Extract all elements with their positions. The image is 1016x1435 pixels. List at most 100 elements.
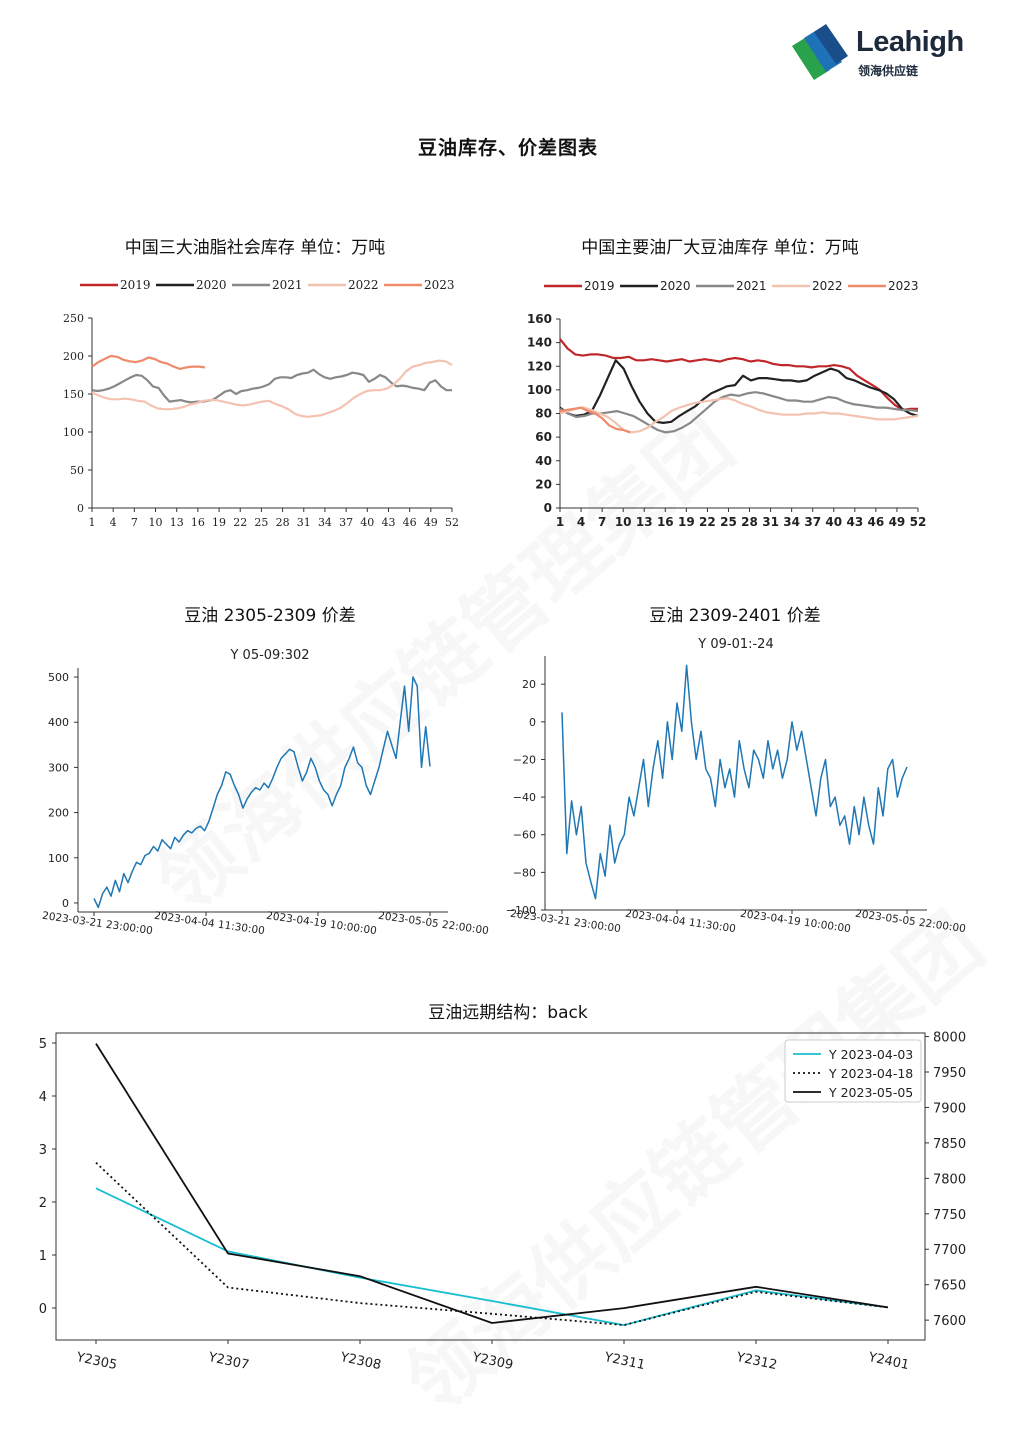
y-left-tick-label: 1 — [39, 1249, 47, 1264]
legend-label-2021: 2021 — [736, 279, 767, 293]
page-title: 豆油库存、价差图表 — [417, 137, 598, 159]
legend-label-2021: 2021 — [272, 278, 303, 292]
y-tick-label: 300 — [48, 761, 69, 774]
legend-label-2022: 2022 — [812, 279, 843, 293]
legend-label-2022: 2022 — [348, 278, 379, 292]
x-tick-label: 4 — [577, 515, 585, 529]
legend-label-2023: 2023 — [424, 278, 455, 292]
legend-label-2023: 2023 — [888, 279, 919, 293]
y-tick-label: 150 — [63, 388, 84, 401]
x-tick-label: 7 — [598, 515, 606, 529]
chart1-social-inventory: 2019 2020 2021 2022 2023 0 50 100 150 200 250 1 4 7 10… — [63, 278, 459, 529]
y-left-tick-label: 4 — [39, 1090, 47, 1105]
y-tick-label: 20 — [522, 678, 536, 691]
x-tick-label: 46 — [403, 516, 417, 529]
series-line-2023 — [91, 354, 206, 371]
x-tick-label: 13 — [170, 516, 184, 529]
y-tick-label: 40 — [535, 454, 552, 468]
y-tick-label: −60 — [513, 829, 536, 842]
x-tick-label: 10 — [615, 515, 632, 529]
x-tick-label: 43 — [381, 516, 395, 529]
brand-name: Leahigh — [856, 26, 964, 58]
y-right-tick-label: 7800 — [933, 1172, 966, 1187]
x-tick-label: 28 — [741, 515, 758, 529]
x-tick-label: 2023-05-05 22:00:00 — [377, 910, 489, 937]
x-tick-label: 10 — [149, 516, 163, 529]
y-tick-label: 0 — [62, 897, 69, 910]
x-tick-label: 16 — [191, 516, 205, 529]
legend-label-2: Y 2023-05-05 — [828, 1085, 913, 1100]
x-tick-label: Y2312 — [734, 1350, 778, 1373]
y-tick-label: 0 — [77, 502, 84, 515]
x-tick-label: 19 — [678, 515, 695, 529]
x-tick-label: 31 — [297, 516, 311, 529]
y-left-tick-label: 3 — [39, 1143, 47, 1158]
chart5-forward-structure: 0 1 2 3 4 5 7600 7650 7700 7750 7800 7850 7900 7950 80… — [39, 1031, 966, 1374]
y-tick-label: −100 — [506, 904, 536, 917]
y-tick-label: 200 — [63, 350, 84, 363]
y-right-tick-label: 7750 — [933, 1208, 966, 1223]
legend-label-2019: 2019 — [120, 278, 151, 292]
series-line-2020 — [559, 359, 919, 424]
series-line-2021 — [559, 391, 919, 434]
x-tick-label: 28 — [276, 516, 290, 529]
legend-label-2020: 2020 — [196, 278, 227, 292]
x-tick-label: 37 — [339, 516, 353, 529]
y-tick-label: 200 — [48, 807, 69, 820]
plot-frame — [55, 1032, 926, 1341]
y-right-tick-label: 7650 — [933, 1279, 966, 1294]
series-line-0 — [95, 1187, 889, 1327]
chart5-title: 豆油远期结构：back — [428, 1003, 588, 1023]
y-left-tick-label: 2 — [39, 1196, 47, 1211]
y-tick-label: 160 — [527, 312, 552, 326]
x-tick-label: Y2401 — [866, 1350, 910, 1373]
y-right-tick-label: 7700 — [933, 1243, 966, 1258]
x-tick-label: 52 — [445, 516, 459, 529]
x-tick-label: Y2311 — [602, 1350, 646, 1373]
x-tick-label: 2023-03-21 23:00:00 — [509, 908, 621, 935]
chart2-title: 中国主要油厂大豆油库存 单位：万吨 — [581, 238, 859, 258]
x-tick-label: 37 — [804, 515, 821, 529]
y-tick-label: 20 — [535, 477, 552, 491]
x-tick-label: 25 — [720, 515, 737, 529]
y-tick-label: 120 — [527, 359, 552, 373]
y-tick-label: 0 — [544, 501, 552, 515]
x-tick-label: 2023-04-04 11:30:00 — [624, 908, 736, 935]
y-right-tick-label: 8000 — [933, 1031, 966, 1046]
x-tick-label: 31 — [762, 515, 779, 529]
y-tick-label: −80 — [513, 866, 536, 879]
x-tick-label: 2023-05-05 22:00:00 — [854, 908, 966, 935]
series-line-2022 — [559, 397, 919, 434]
series-line-2022 — [91, 359, 453, 418]
series-line-1 — [95, 1162, 889, 1327]
y-right-tick-label: 7850 — [933, 1137, 966, 1152]
x-tick-label: 2023-04-19 10:00:00 — [739, 908, 851, 935]
y-tick-label: 140 — [527, 336, 552, 350]
x-tick-label: 13 — [636, 515, 653, 529]
chart3-annotation: Y 05-09:302 — [230, 648, 310, 663]
x-tick-label: 25 — [254, 516, 268, 529]
spread-line — [561, 664, 908, 900]
x-tick-label: 2023-04-04 11:30:00 — [153, 910, 265, 937]
x-tick-label: 40 — [360, 516, 374, 529]
x-tick-label: 7 — [131, 516, 138, 529]
y-tick-label: 0 — [529, 716, 536, 729]
chart4-title: 豆油 2309-2401 价差 — [649, 606, 821, 626]
y-right-tick-label: 7600 — [933, 1314, 966, 1329]
x-tick-label: 22 — [699, 515, 716, 529]
legend-label-2019: 2019 — [584, 279, 615, 293]
legend-label-1: Y 2023-04-18 — [828, 1066, 913, 1081]
legend-label-0: Y 2023-04-03 — [828, 1047, 913, 1062]
x-tick-label: 52 — [910, 515, 927, 529]
x-tick-label: 46 — [868, 515, 885, 529]
legend-label-2020: 2020 — [660, 279, 691, 293]
y-tick-label: −20 — [513, 753, 536, 766]
chart2-plant-inventory: 2019 2020 2021 2022 202302040608010012014016… — [527, 279, 927, 529]
y-right-tick-label: 7900 — [933, 1101, 966, 1116]
y-tick-label: 100 — [527, 383, 552, 397]
series-line-2021 — [91, 368, 452, 404]
x-tick-label: 1 — [89, 516, 96, 529]
x-tick-label: 40 — [825, 515, 842, 529]
